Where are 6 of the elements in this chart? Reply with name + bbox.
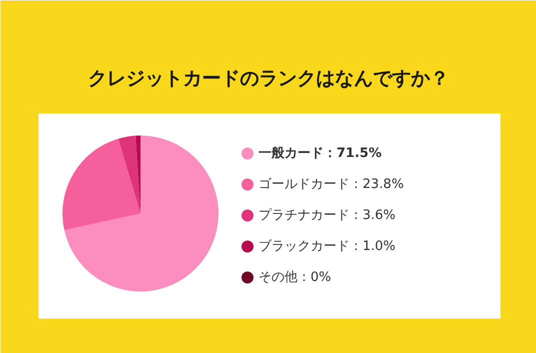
legend-label: 一般カード：71.5%	[258, 146, 382, 161]
legend-label: ブラックカード：1.0%	[258, 239, 396, 254]
chart-title: クレジットカードのランクはなんですか？	[88, 68, 449, 90]
legend-label: プラチナカード：3.6%	[258, 208, 396, 223]
legend-label: その他：0%	[258, 270, 332, 285]
legend-label: ゴールドカード：23.8%	[258, 177, 404, 192]
